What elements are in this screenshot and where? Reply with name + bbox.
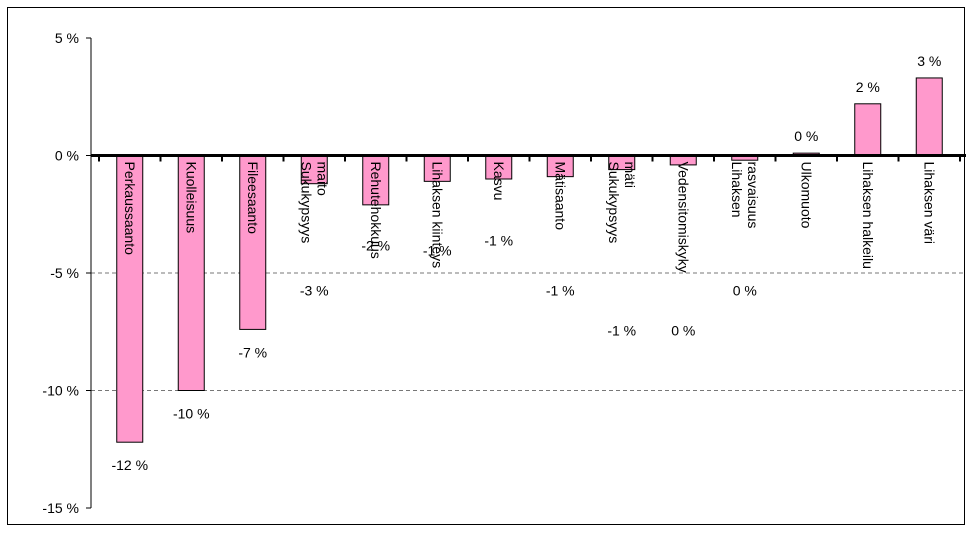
category-label-line: Kuolleisuus: [183, 162, 199, 234]
category-label-line: Vedensitomiskyky: [675, 162, 691, 273]
category-label: Mätisaanto: [552, 162, 568, 231]
category-label: Fileesaanto: [245, 162, 261, 235]
category-label: Lihaksen halkeilu: [860, 162, 876, 269]
y-tick-label: 5 %: [55, 30, 79, 46]
category-label: Sukukypsyysmaito: [298, 162, 330, 244]
category-label-line: mäti: [622, 162, 638, 188]
bar: [915, 77, 943, 156]
category-label: Lihaksenrasvaisuus: [729, 162, 761, 229]
chart-frame: 5 % 0 % -5 % -10 % -15 % Perkaussaanto Kuollei…: [7, 7, 966, 525]
data-label: 2 %: [856, 79, 880, 95]
data-label: 0 %: [733, 283, 757, 299]
category-label-line: Rehutehokkuus: [368, 162, 384, 259]
data-label: -10 %: [173, 406, 210, 422]
bar: [239, 155, 267, 330]
bar: [177, 155, 205, 391]
category-label-line: maito: [314, 162, 330, 196]
data-label: -3 %: [300, 283, 329, 299]
category-label-line: Lihaksen kiinteys: [429, 162, 445, 269]
category-label-line: Ulkomuoto: [798, 162, 814, 229]
category-label-line: Lihaksen halkeilu: [860, 162, 876, 269]
bar-chart: 5 % 0 % -5 % -10 % -15 % Perkaussaanto Kuollei…: [42, 30, 966, 516]
data-label: -12 %: [111, 457, 148, 473]
category-label-line: rasvaisuus: [745, 162, 761, 229]
y-tick-label: -15 %: [42, 500, 79, 516]
category-label-line: Sukukypsyys: [298, 162, 314, 244]
category-label-line: Sukukypsyys: [606, 162, 622, 244]
category-label-line: Mätisaanto: [552, 162, 568, 231]
data-label: -1 %: [423, 243, 452, 259]
category-label-line: Lihaksen: [729, 162, 745, 218]
y-tick-label: -5 %: [50, 265, 79, 281]
data-label: 3 %: [917, 53, 941, 69]
category-label: Lihaksen väri: [921, 162, 937, 245]
data-label: -2 %: [361, 238, 390, 254]
data-label: -1 %: [546, 283, 575, 299]
category-label-line: Perkaussaanto: [122, 162, 138, 256]
category-label: Rehutehokkuus: [368, 162, 384, 259]
category-label-line: Lihaksen väri: [921, 162, 937, 245]
category-label-line: Kasvu: [491, 162, 507, 201]
category-label: Lihaksen kiinteys: [429, 162, 445, 269]
data-label: 0 %: [794, 128, 818, 144]
category-label-line: Fileesaanto: [245, 162, 261, 235]
data-label: -7 %: [238, 344, 267, 360]
bar: [854, 103, 882, 157]
data-label: -1 %: [607, 323, 636, 339]
category-label: Kasvu: [491, 162, 507, 201]
y-tick-label: -10 %: [42, 383, 79, 399]
category-label: Perkaussaanto: [122, 162, 138, 256]
category-label: Kuolleisuus: [183, 162, 199, 234]
data-label: 0 %: [671, 323, 695, 339]
bar: [423, 155, 451, 182]
category-label: Sukukypsyysmäti: [606, 162, 638, 244]
bar: [362, 155, 390, 206]
data-label: -1 %: [484, 233, 513, 249]
category-label: Ulkomuoto: [798, 162, 814, 229]
y-tick-label: 0 %: [55, 148, 79, 164]
category-label: Vedensitomiskyky: [675, 162, 691, 273]
